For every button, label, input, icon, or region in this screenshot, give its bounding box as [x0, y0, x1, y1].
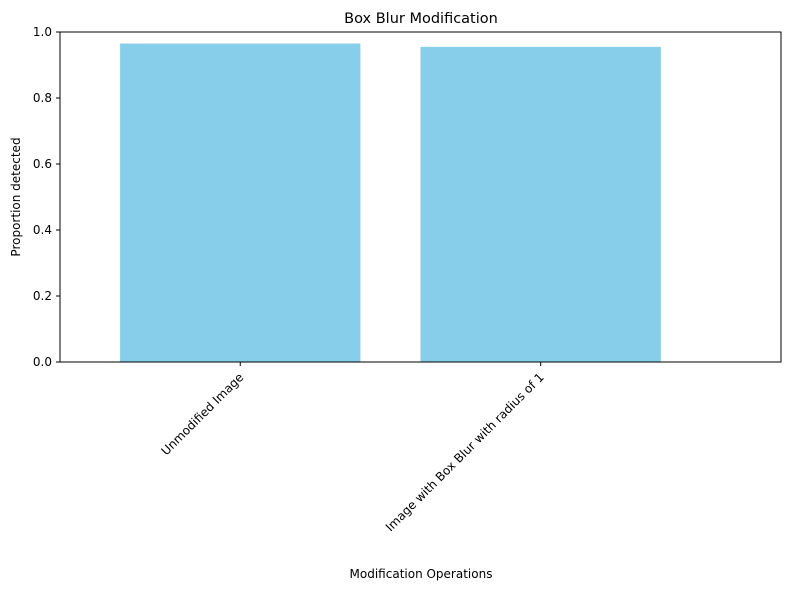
x-axis: Unmodified Image Image with Box Blur with… [158, 362, 547, 534]
x-axis-label: Modification Operations [350, 567, 493, 581]
bar-1 [420, 46, 661, 362]
chart-title: Box Blur Modification [344, 11, 498, 27]
y-tick-label-4: 0.8 [33, 91, 52, 105]
plot-frame [59, 31, 782, 363]
y-tick-label-0: 0.0 [33, 355, 52, 369]
x-tick-label-1: Image with Box Blur with radius of 1 [383, 370, 547, 534]
y-tick-label-1: 0.2 [33, 289, 52, 303]
x-tick-label-0: Unmodified Image [158, 370, 246, 458]
bar-0 [120, 43, 361, 363]
y-tick-label-5: 1.0 [33, 25, 52, 39]
y-axis-label: Proportion detected [9, 137, 23, 256]
y-axis: 0.0 0.2 0.4 0.6 0.8 1.0 [33, 25, 60, 369]
y-tick-label-3: 0.6 [33, 157, 52, 171]
y-tick-label-2: 0.4 [33, 223, 52, 237]
bars-group [120, 43, 661, 363]
